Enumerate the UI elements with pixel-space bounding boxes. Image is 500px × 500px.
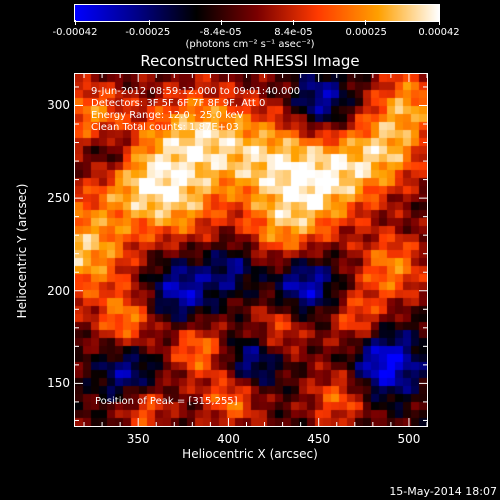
colorbar-tick-labels: -0.00042 -0.00025 -8.4e-05 8.4e-05 0.000… [53, 27, 460, 39]
chart-title: Reconstructed RHESSI Image [140, 52, 360, 70]
colorbar-tick [220, 20, 222, 25]
x-tick-label: 450 [307, 432, 331, 446]
colorbar-tick [75, 20, 76, 25]
y-tick-label: 250 [47, 191, 70, 206]
footer-date: 15-May-2014 18:07 [389, 485, 497, 498]
y-axis-label: Heliocentric Y (arcsec) [15, 183, 29, 319]
y-tick-label: 200 [47, 283, 70, 298]
colorbar-tick [293, 20, 295, 25]
colorbar-tick-label: -0.00025 [125, 27, 171, 38]
colorbar-tick-label: -0.00042 [52, 27, 98, 38]
colorbar-tick [439, 20, 440, 25]
x-tick-label: 350 [126, 432, 150, 446]
colorbar-gradient [75, 5, 439, 21]
y-tick-label: 150 [47, 376, 70, 391]
annotation-peak: Position of Peak = [315,255] [95, 396, 238, 407]
colorbar-tick [365, 20, 367, 25]
plot-area: 9-Jun-2012 08:59:12.000 to 09:01:40.000 … [74, 73, 428, 427]
x-tick-labels: 350 400 450 500 [75, 432, 427, 446]
colorbar-ticks [75, 20, 440, 25]
annotation-energy-range: Energy Range: 12.0 - 25.0 keV [91, 110, 244, 121]
colorbar-tick [148, 20, 150, 25]
colorbar-tick-label: 8.4e-05 [274, 27, 313, 38]
colorbar-tick-label: -8.4e-05 [199, 27, 242, 38]
colorbar-tick-label: 0.00042 [418, 27, 460, 38]
annotation-method: Clean Total counts: 1.87E+03 [91, 122, 239, 133]
annotation-time-range: 9-Jun-2012 08:59:12.000 to 09:01:40.000 [91, 86, 301, 97]
colorbar-tick-label: 0.00025 [345, 27, 387, 38]
y-tick-labels: 150 200 250 300 [30, 74, 70, 426]
annotation-detectors: Detectors: 3F 5F 6F 7F 8F 9F, Att 0 [91, 98, 266, 109]
x-tick-label: 500 [397, 432, 421, 446]
heatmap-image [75, 74, 427, 426]
colorbar [74, 4, 440, 22]
x-axis-label: Heliocentric X (arcsec) [182, 447, 318, 461]
colorbar-units: (photons cm⁻² s⁻¹ asec⁻²) [185, 39, 315, 50]
y-tick-label: 300 [47, 98, 70, 113]
x-tick-label: 400 [216, 432, 240, 446]
